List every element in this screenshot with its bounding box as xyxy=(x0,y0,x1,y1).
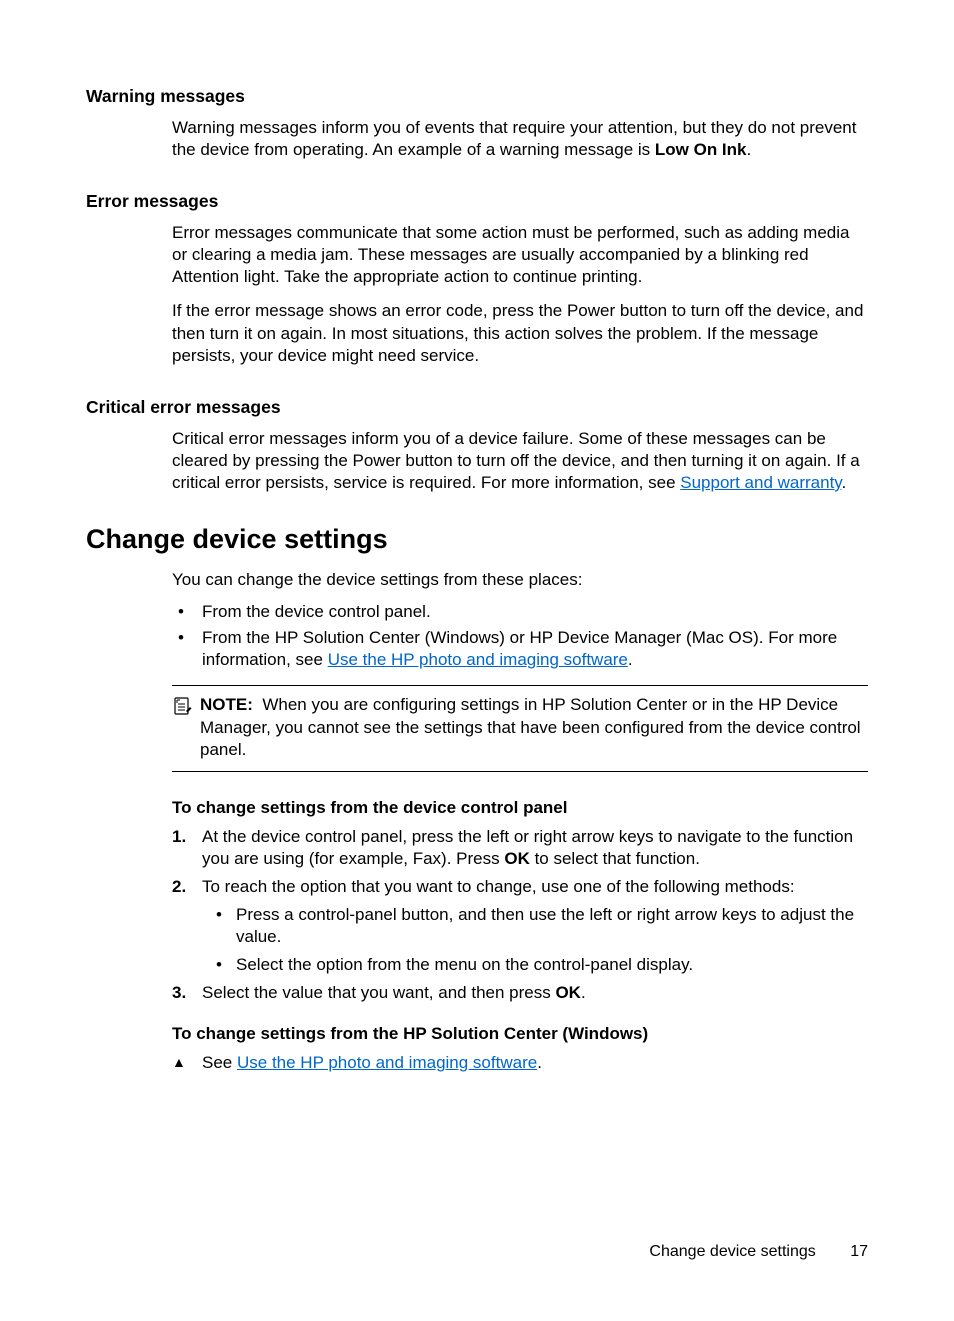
text: Select the value that you want, and then… xyxy=(202,983,555,1002)
footer-section-name: Change device settings xyxy=(649,1243,815,1260)
link-hp-photo-software-2[interactable]: Use the HP photo and imaging software xyxy=(237,1053,537,1072)
note-text: NOTE: When you are configuring settings … xyxy=(200,694,868,760)
bold-ok-2: OK xyxy=(555,983,581,1002)
step-1: At the device control panel, press the l… xyxy=(172,826,868,870)
change-intro: You can change the device settings from … xyxy=(172,569,868,591)
text: . xyxy=(628,650,633,669)
text: . xyxy=(842,473,847,492)
footer-page-number: 17 xyxy=(850,1243,868,1260)
error-para1: Error messages communicate that some act… xyxy=(172,222,868,288)
note-label: NOTE: xyxy=(200,695,253,714)
step-2: To reach the option that you want to cha… xyxy=(172,876,868,976)
bold-low-on-ink: Low On Ink xyxy=(655,140,747,159)
page-footer: Change device settings 17 xyxy=(649,1243,868,1261)
error-para2: If the error message shows an error code… xyxy=(172,300,868,366)
warning-para1: Warning messages inform you of events th… xyxy=(172,117,868,161)
text: to select that function. xyxy=(530,849,700,868)
heading-error-messages: Error messages xyxy=(86,191,868,212)
text: See xyxy=(202,1053,237,1072)
step-3: Select the value that you want, and then… xyxy=(172,982,868,1004)
step-2-sub2: Select the option from the menu on the c… xyxy=(202,954,868,976)
change-bullets: From the device control panel. From the … xyxy=(172,601,868,671)
link-support-warranty[interactable]: Support and warranty xyxy=(680,473,841,492)
text: . xyxy=(746,140,751,159)
note-body: When you are configuring settings in HP … xyxy=(200,695,861,758)
heading-critical-error: Critical error messages xyxy=(86,397,868,418)
link-hp-photo-software-1[interactable]: Use the HP photo and imaging software xyxy=(328,650,628,669)
error-body: Error messages communicate that some act… xyxy=(172,222,868,367)
text: To reach the option that you want to cha… xyxy=(202,877,795,896)
text: . xyxy=(581,983,586,1002)
heading-change-device-settings: Change device settings xyxy=(86,524,868,555)
critical-body: Critical error messages inform you of a … xyxy=(172,428,868,494)
text: Warning messages inform you of events th… xyxy=(172,118,856,159)
note-icon xyxy=(172,696,192,716)
step-2-sub1: Press a control-panel button, and then u… xyxy=(202,904,868,948)
procedure1-steps: At the device control panel, press the l… xyxy=(172,826,868,1005)
change-intro-block: You can change the device settings from … xyxy=(172,569,868,591)
step-2-subitems: Press a control-panel button, and then u… xyxy=(202,904,868,976)
text: . xyxy=(537,1053,542,1072)
critical-para1: Critical error messages inform you of a … xyxy=(172,428,868,494)
note-box: NOTE: When you are configuring settings … xyxy=(172,685,868,771)
subheading-change-from-control-panel: To change settings from the device contr… xyxy=(172,798,868,818)
bold-ok-1: OK xyxy=(504,849,530,868)
bullet-control-panel: From the device control panel. xyxy=(172,601,868,623)
bullet-solution-center: From the HP Solution Center (Windows) or… xyxy=(172,627,868,671)
warning-body: Warning messages inform you of events th… xyxy=(172,117,868,161)
subheading-change-from-solution-center: To change settings from the HP Solution … xyxy=(172,1024,868,1044)
procedure2-item: See Use the HP photo and imaging softwar… xyxy=(172,1052,868,1074)
heading-warning-messages: Warning messages xyxy=(86,86,868,107)
triangle-item: See Use the HP photo and imaging softwar… xyxy=(172,1052,868,1074)
